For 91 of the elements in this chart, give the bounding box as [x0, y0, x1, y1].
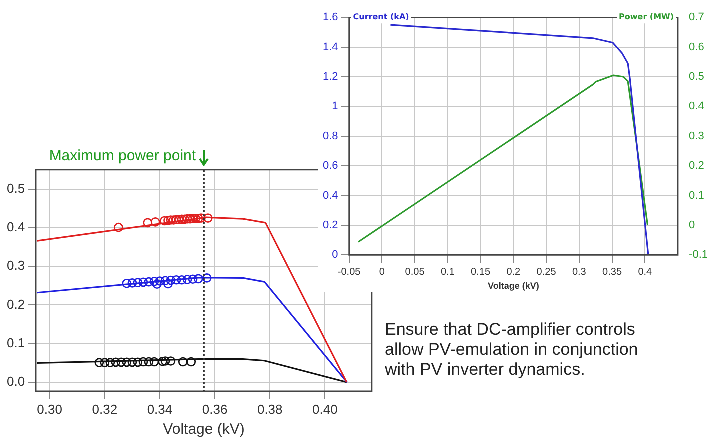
- point: [111, 358, 121, 368]
- point: [169, 216, 178, 225]
- y2-tick-label: 0: [689, 220, 696, 232]
- point: [194, 274, 204, 284]
- point: [164, 279, 173, 289]
- point: [94, 358, 104, 368]
- x-tick-label: 0: [379, 266, 386, 278]
- point: [150, 357, 160, 367]
- y-tick-label: 0.2: [6, 296, 26, 312]
- point: [100, 358, 110, 368]
- x-tick-label: 0.2: [506, 266, 522, 278]
- point: [106, 358, 116, 368]
- point: [177, 214, 187, 224]
- point: [133, 278, 143, 288]
- y2-tick-label: 0.3: [689, 130, 704, 142]
- point: [138, 357, 148, 367]
- point: [122, 278, 132, 288]
- y-tick-label: 1.6: [322, 12, 338, 24]
- point: [114, 222, 124, 232]
- point: [116, 358, 126, 368]
- y2-tick-label: -0.1: [689, 249, 708, 262]
- y-tick-label: 0.2: [322, 220, 338, 232]
- x-tick-label: 0.30: [37, 402, 62, 417]
- y-tick-label: 1.4: [322, 41, 338, 54]
- point: [186, 357, 196, 367]
- x-tick-label: -0.05: [338, 266, 362, 278]
- ref-line-label: Maximum power point: [49, 148, 197, 165]
- point: [138, 278, 148, 288]
- point: [204, 214, 213, 223]
- point: [144, 277, 154, 287]
- point: [160, 216, 170, 226]
- point: [188, 274, 198, 284]
- y-tick-label: 0.0: [6, 374, 26, 390]
- point: [182, 275, 192, 284]
- y-axis-title: Current (kA): [353, 12, 410, 22]
- x-tick-label: 0.15: [471, 266, 491, 278]
- point: [191, 214, 200, 224]
- x-axis-title: Voltage (kV): [488, 281, 540, 292]
- point: [150, 277, 160, 286]
- x-tick-label: 0.05: [405, 266, 426, 278]
- point: [143, 218, 153, 228]
- point: [133, 358, 143, 368]
- point: [166, 276, 176, 286]
- y-tick-label: 0.4: [322, 190, 338, 202]
- point: [166, 356, 176, 366]
- y-tick-label: 0.1: [6, 335, 26, 350]
- point: [196, 214, 206, 223]
- y-tick-label: 0.6: [322, 160, 338, 172]
- y-tick-label: 0.8: [322, 130, 338, 142]
- y-tick-label: 0: [332, 249, 338, 262]
- x-tick-label: 0.34: [147, 402, 173, 417]
- x-tick-label: 0.36: [202, 402, 228, 417]
- y2-tick-label: 0.7: [689, 12, 704, 24]
- x-tick-label: 0.32: [92, 402, 118, 417]
- y2-tick-label: 0.5: [689, 71, 704, 84]
- point: [122, 358, 132, 368]
- y-tick-label: 0.4: [6, 220, 26, 235]
- y-tick-label: 0.5: [6, 180, 26, 196]
- point: [160, 276, 170, 286]
- point: [150, 218, 160, 227]
- point: [144, 357, 154, 367]
- y2-axis-title: Power (MW): [619, 12, 674, 22]
- point: [202, 274, 212, 283]
- point: [172, 275, 182, 285]
- point: [166, 216, 176, 225]
- y-tick-label: 1.2: [322, 71, 338, 84]
- point: [178, 357, 188, 367]
- y2-tick-label: 0.4: [689, 100, 704, 113]
- x-tick-label: 0.25: [536, 266, 557, 278]
- x-tick-label: 0.3: [572, 266, 587, 278]
- y2-tick-label: 0.6: [689, 41, 704, 54]
- point: [160, 356, 170, 366]
- x-tick-label: 0.38: [257, 402, 283, 417]
- point: [128, 358, 138, 368]
- point: [177, 275, 187, 285]
- x-tick-label: 0.1: [440, 266, 456, 278]
- x-tick-label: 0.35: [602, 266, 622, 278]
- y-tick-label: 1: [332, 100, 338, 113]
- x-tick-label: 0.40: [312, 402, 338, 417]
- point: [158, 357, 168, 366]
- point: [188, 214, 198, 224]
- point: [128, 278, 138, 288]
- point: [155, 276, 165, 286]
- text: Ensure that DC-amplifier controls allow PV-emulation in conjunction with PV inverter dynamics.: [385, 320, 640, 380]
- y2-tick-label: 0.1: [689, 190, 704, 202]
- y2-tick-label: 0.2: [689, 160, 704, 172]
- point: [194, 214, 204, 224]
- x-axis-title: Voltage (kV): [163, 421, 245, 438]
- x-tick-label: 0.4: [638, 266, 653, 278]
- point: [164, 216, 173, 226]
- point: [152, 280, 162, 290]
